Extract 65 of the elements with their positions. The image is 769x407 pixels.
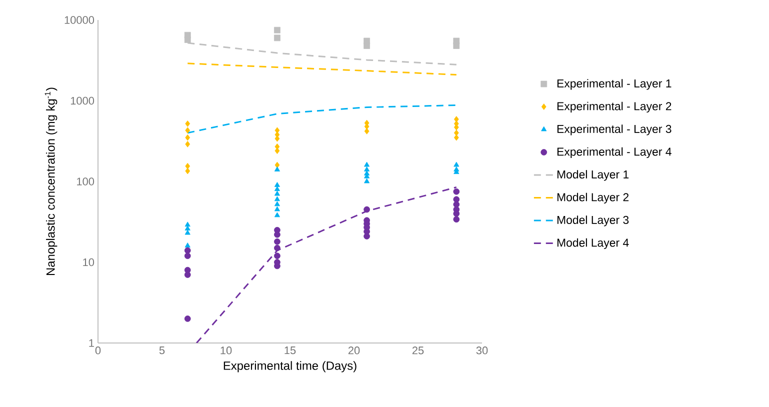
y-tick-label: 1000: [70, 96, 94, 105]
point: [185, 127, 190, 134]
point: [454, 134, 459, 141]
x-tick-label: 30: [476, 346, 488, 354]
point: [364, 233, 370, 240]
point: [274, 190, 280, 196]
point: [364, 128, 370, 134]
point: [364, 206, 370, 213]
point: [184, 242, 190, 248]
point: [274, 206, 280, 212]
point: [184, 316, 191, 322]
point: [453, 42, 460, 49]
point: [184, 36, 191, 43]
legend-label: Model Layer 1: [557, 170, 629, 181]
point: [185, 120, 190, 127]
point: [184, 252, 191, 260]
x-tick-label: 0: [95, 346, 101, 354]
point: [185, 168, 190, 174]
point: [274, 26, 280, 34]
point: [364, 42, 370, 49]
x-tick-label: 10: [220, 346, 232, 354]
point: [185, 162, 190, 170]
point: [274, 212, 280, 218]
y-tick-label: 100: [77, 178, 94, 186]
legend-label: Experimental - Layer 2: [557, 102, 672, 113]
point: [184, 230, 190, 235]
point: [454, 162, 460, 167]
point: [364, 162, 370, 167]
point: [364, 178, 370, 184]
point: [274, 186, 280, 192]
point: [274, 166, 280, 172]
legend-label: Experimental - Layer 4: [557, 147, 672, 158]
point: [364, 166, 370, 172]
y-tick-label: 10: [83, 258, 94, 266]
x-axis-title: Experimental time (Days): [224, 361, 356, 372]
legend-label: Model Layer 2: [557, 192, 629, 204]
point: [184, 222, 190, 227]
point: [274, 182, 280, 187]
point: [184, 247, 191, 254]
x-tick-label: 25: [412, 346, 424, 354]
point: [274, 34, 280, 42]
point: [274, 201, 280, 206]
point: [185, 140, 190, 148]
point: [274, 196, 280, 202]
point: [274, 244, 280, 252]
y-axis-title: Nanoplastic concentration (mg kg$^{-1}$): [44, 88, 58, 276]
y-tick-label: 10000: [64, 16, 94, 24]
x-tick-label: 15: [284, 346, 296, 354]
legend-label: Model Layer 3: [557, 216, 629, 226]
line-series: [186, 104, 458, 134]
legend-label: Model Layer 4: [557, 238, 629, 250]
point: [274, 252, 280, 260]
point: [453, 216, 460, 223]
point: [453, 188, 460, 195]
point: [274, 238, 280, 245]
point: [185, 134, 190, 141]
legend-label: Experimental - Layer 1: [557, 79, 672, 90]
point: [184, 272, 191, 278]
x-tick-label: 20: [348, 346, 360, 354]
line-series: [186, 62, 458, 76]
legend-label: Experimental - Layer 3: [557, 124, 672, 136]
point: [184, 226, 190, 230]
y-tick-label: 1: [89, 339, 94, 347]
point: [274, 231, 280, 238]
x-tick-label: 5: [159, 346, 165, 354]
